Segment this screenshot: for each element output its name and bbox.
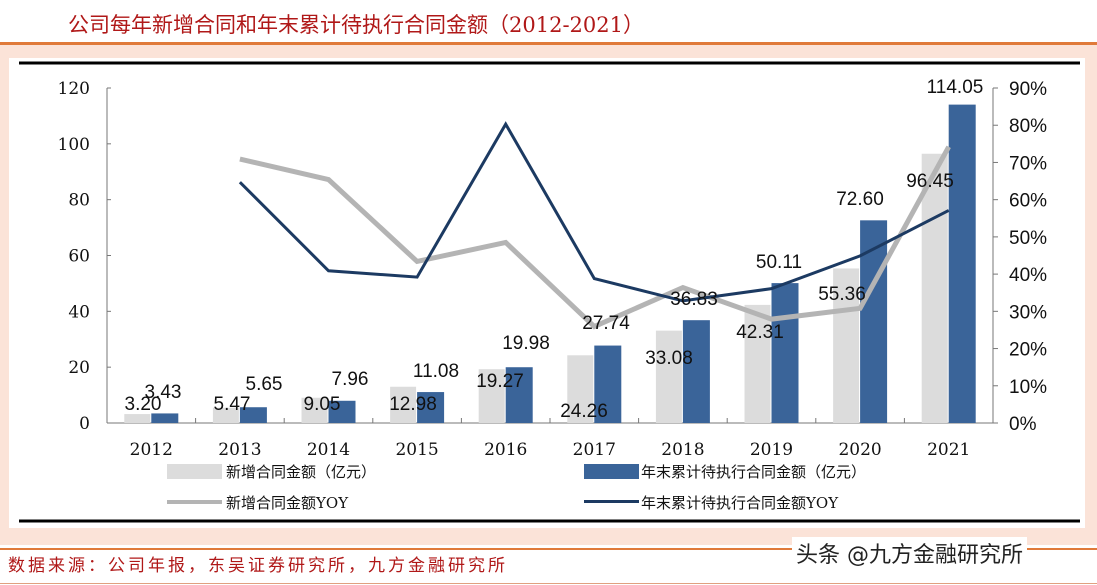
bar-backlog bbox=[417, 392, 445, 423]
data-label-backlog: 5.65 bbox=[246, 374, 283, 395]
bar-backlog bbox=[505, 367, 533, 423]
bar-new-contracts bbox=[301, 397, 328, 423]
bar-new-contracts bbox=[390, 386, 417, 423]
chart-title: 公司每年新增合同和年末累计待执行合同金额（2012-2021） bbox=[68, 13, 644, 37]
bar-backlog bbox=[682, 320, 710, 423]
x-axis-tick-label: 2016 bbox=[484, 440, 527, 460]
left-axis-tick-label: 0 bbox=[79, 414, 90, 434]
left-axis-tick-label: 120 bbox=[58, 79, 90, 99]
bar-new-contracts bbox=[478, 369, 505, 423]
data-label-new-contracts: 42.31 bbox=[736, 322, 784, 343]
left-axis-tick-label: 60 bbox=[68, 247, 90, 267]
data-source: 数据来源：公司年报，东吴证券研究所，九方金融研究所 bbox=[8, 556, 508, 576]
bar-new-contracts bbox=[655, 330, 682, 423]
line-backlog-yoy bbox=[238, 121, 950, 303]
data-label-backlog: 7.96 bbox=[332, 369, 369, 390]
x-axis-tick-label: 2012 bbox=[130, 440, 173, 460]
data-label-new-contracts: 96.45 bbox=[906, 171, 954, 192]
data-label-new-contracts: 5.47 bbox=[214, 394, 251, 415]
data-label-backlog: 19.98 bbox=[502, 333, 550, 354]
legend-swatch-backlog-bar bbox=[584, 464, 639, 479]
data-label-new-contracts: 19.27 bbox=[476, 371, 524, 392]
bar-new-contracts bbox=[744, 304, 771, 423]
data-label-new-contracts: 55.36 bbox=[818, 284, 866, 305]
right-axis-tick-label: 40% bbox=[1009, 265, 1047, 286]
legend-label-backlog-bar: 年末累计待执行合同金额（亿元） bbox=[641, 463, 867, 481]
bar-new-contracts bbox=[921, 153, 948, 423]
data-label-new-contracts: 12.98 bbox=[389, 394, 437, 415]
bar-new-contracts bbox=[833, 268, 860, 423]
bar-new-contracts bbox=[124, 414, 151, 423]
right-axis-tick-label: 20% bbox=[1009, 340, 1047, 361]
right-axis-tick-label: 10% bbox=[1009, 377, 1047, 398]
legend-label-backlog-yoy: 年末累计待执行合同金额YOY bbox=[641, 494, 839, 512]
bar-backlog bbox=[594, 345, 622, 423]
right-axis-tick-label: 70% bbox=[1009, 153, 1047, 174]
legend-swatch-new-bar bbox=[167, 464, 222, 479]
data-label-backlog: 3.43 bbox=[145, 382, 182, 403]
left-axis-tick-label: 100 bbox=[58, 135, 90, 155]
right-axis-tick-label: 80% bbox=[1009, 116, 1047, 137]
x-axis-tick-label: 2015 bbox=[395, 440, 438, 460]
x-axis-tick-label: 2019 bbox=[750, 440, 793, 460]
x-axis-tick-label: 2014 bbox=[307, 440, 350, 460]
data-label-backlog: 72.60 bbox=[836, 189, 884, 210]
left-axis-tick-label: 80 bbox=[68, 191, 90, 211]
data-label-backlog: 27.74 bbox=[582, 313, 630, 334]
watermark: 头条 @九方金融研究所 bbox=[792, 537, 1027, 569]
bar-backlog bbox=[239, 407, 267, 423]
legend-swatch-new-yoy bbox=[167, 500, 222, 504]
bar-backlog bbox=[860, 220, 888, 423]
bar-new-contracts bbox=[212, 407, 239, 423]
data-label-backlog: 36.83 bbox=[670, 289, 718, 310]
bar-backlog bbox=[151, 413, 179, 423]
data-label-backlog: 50.11 bbox=[756, 252, 802, 273]
bar-backlog bbox=[948, 104, 976, 424]
right-axis-tick-label: 60% bbox=[1009, 191, 1047, 212]
right-axis-tick-label: 30% bbox=[1009, 302, 1047, 323]
legend-label-new-yoy: 新增合同金额YOY bbox=[226, 494, 349, 512]
footer-divider bbox=[0, 548, 1097, 550]
x-axis-tick-label: 2018 bbox=[661, 440, 704, 460]
data-label-new-contracts: 3.20 bbox=[125, 394, 162, 415]
data-label-new-contracts: 33.08 bbox=[645, 348, 693, 369]
bar-backlog bbox=[328, 400, 356, 423]
x-axis-tick-label: 2020 bbox=[838, 440, 881, 460]
data-label-new-contracts: 24.26 bbox=[560, 401, 608, 422]
left-axis-tick-label: 40 bbox=[68, 302, 90, 322]
right-axis-tick-label: 50% bbox=[1009, 228, 1047, 249]
chart-box bbox=[9, 58, 1085, 528]
x-axis-tick-label: 2017 bbox=[573, 440, 616, 460]
x-axis-tick-label: 2013 bbox=[218, 440, 261, 460]
left-axis-tick-label: 20 bbox=[68, 358, 90, 378]
line-new-contracts-yoy bbox=[239, 145, 951, 330]
data-label-backlog: 114.05 bbox=[927, 77, 984, 98]
bar-new-contracts bbox=[567, 355, 594, 423]
x-axis-tick-label: 2021 bbox=[927, 440, 970, 460]
data-label-backlog: 11.08 bbox=[413, 361, 459, 382]
legend-swatch-backlog-yoy bbox=[584, 500, 639, 503]
title-bar: 公司每年新增合同和年末累计待执行合同金额（2012-2021） bbox=[0, 0, 1097, 45]
legend-label-new-bar: 新增合同金额（亿元） bbox=[226, 463, 377, 481]
bar-backlog bbox=[771, 283, 799, 423]
right-axis-tick-label: 90% bbox=[1009, 79, 1047, 100]
right-axis-tick-label: 0% bbox=[1009, 414, 1037, 435]
footer-bottom-line bbox=[0, 583, 1097, 584]
data-label-new-contracts: 9.05 bbox=[304, 394, 341, 415]
